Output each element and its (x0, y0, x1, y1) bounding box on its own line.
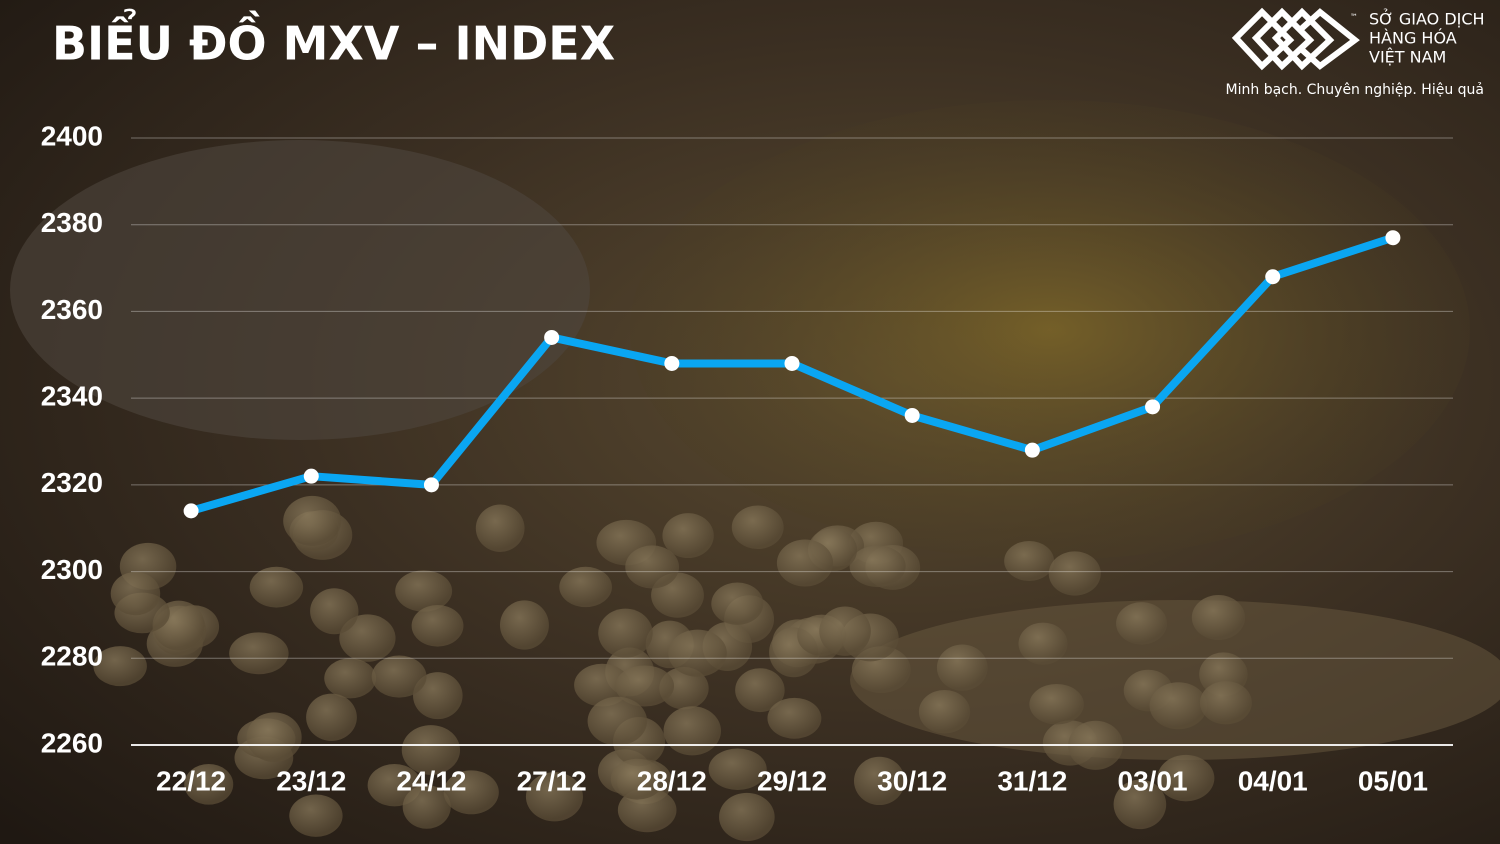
bean (731, 505, 784, 550)
logo-slogan: Minh bạch. Chuyên nghiệp. Hiệu quả (1226, 82, 1484, 98)
bean (1116, 602, 1168, 645)
bean (708, 748, 767, 790)
bean (413, 672, 463, 720)
bean (499, 600, 549, 650)
bean (610, 758, 665, 800)
beans-decor (93, 495, 1252, 842)
y-tick-label: 2260 (41, 727, 103, 758)
bean (411, 605, 464, 647)
bean (711, 582, 764, 625)
logo-trademark: ™ (1350, 13, 1358, 22)
bean (443, 770, 499, 815)
x-tick-label: 03/01 (1118, 765, 1188, 796)
bean (110, 571, 161, 616)
bean (819, 606, 871, 656)
x-tick-label: 04/01 (1238, 765, 1308, 796)
bean (776, 539, 834, 587)
bean (662, 513, 714, 559)
bean (1199, 681, 1252, 725)
bean (249, 566, 304, 608)
x-tick-label: 27/12 (517, 765, 587, 796)
bean (229, 632, 289, 675)
y-tick-label: 2300 (41, 554, 103, 585)
y-tick-label: 2360 (41, 294, 103, 325)
x-tick-label: 05/01 (1358, 765, 1428, 796)
bean (339, 614, 396, 662)
bean (324, 658, 377, 699)
data-point (784, 355, 800, 371)
x-tick-label: 24/12 (396, 765, 466, 796)
bean (615, 665, 675, 707)
bean (1157, 754, 1215, 802)
bean (371, 655, 427, 698)
spoon (850, 600, 1500, 760)
bean (184, 763, 234, 805)
x-tick-label: 28/12 (637, 765, 707, 796)
chart-title: BIỂU ĐỒ MXV – INDEX (52, 9, 615, 71)
bean (310, 588, 359, 635)
x-tick-label: 30/12 (877, 765, 947, 796)
x-tick-label: 22/12 (156, 765, 226, 796)
data-point (1145, 399, 1161, 415)
bean (289, 794, 343, 837)
bean (587, 696, 648, 746)
y-tick-label: 2340 (41, 381, 103, 412)
data-point (1024, 442, 1040, 458)
bean (1191, 595, 1246, 640)
bean-bowl (10, 140, 590, 440)
y-tick-label: 2320 (41, 467, 103, 498)
logo-line: SỞ GIAO DỊCH (1369, 9, 1485, 29)
bean (918, 689, 971, 734)
data-point (303, 468, 319, 484)
bean (93, 646, 147, 687)
bean (559, 566, 612, 608)
y-tick-label: 2280 (41, 641, 103, 672)
bean (283, 495, 342, 546)
bean (574, 663, 631, 707)
bean (663, 706, 722, 756)
y-tick-label: 2400 (41, 120, 103, 151)
y-tick-label: 2380 (41, 207, 103, 238)
bean (625, 545, 680, 589)
logo-mark (1231, 7, 1360, 71)
bean (659, 667, 709, 710)
bean (475, 504, 525, 552)
bean (849, 545, 906, 588)
logo-line: VIỆT NAM (1369, 48, 1446, 67)
data-point (183, 503, 199, 519)
bean (735, 668, 785, 713)
x-tick-label: 31/12 (997, 765, 1067, 796)
bean (306, 693, 357, 741)
data-point (544, 329, 560, 345)
bean (767, 697, 822, 739)
bean (598, 608, 653, 658)
data-point (1385, 230, 1401, 246)
bean (1029, 684, 1084, 725)
logo: ™ SỞ GIAO DỊCH HÀNG HÓA VIỆT NAM Minh bạ… (1226, 7, 1485, 98)
bean (668, 629, 727, 677)
bean (401, 725, 461, 775)
logo-line: HÀNG HÓA (1369, 29, 1457, 48)
data-point (1265, 269, 1281, 285)
bean (1018, 622, 1068, 665)
bean (1004, 540, 1055, 581)
bean (1048, 551, 1101, 596)
bean (1149, 682, 1208, 730)
bean (246, 712, 302, 763)
bean (853, 756, 905, 806)
x-tick-label: 23/12 (276, 765, 346, 796)
bean (719, 792, 775, 842)
bean (402, 785, 451, 829)
bean (936, 644, 988, 691)
data-point (423, 477, 439, 493)
data-point (664, 355, 680, 371)
bean (395, 570, 453, 612)
bean (525, 772, 583, 822)
x-tick-label: 29/12 (757, 765, 827, 796)
bean (1113, 779, 1167, 830)
data-point (904, 407, 920, 423)
oil-bowl (630, 100, 1470, 560)
